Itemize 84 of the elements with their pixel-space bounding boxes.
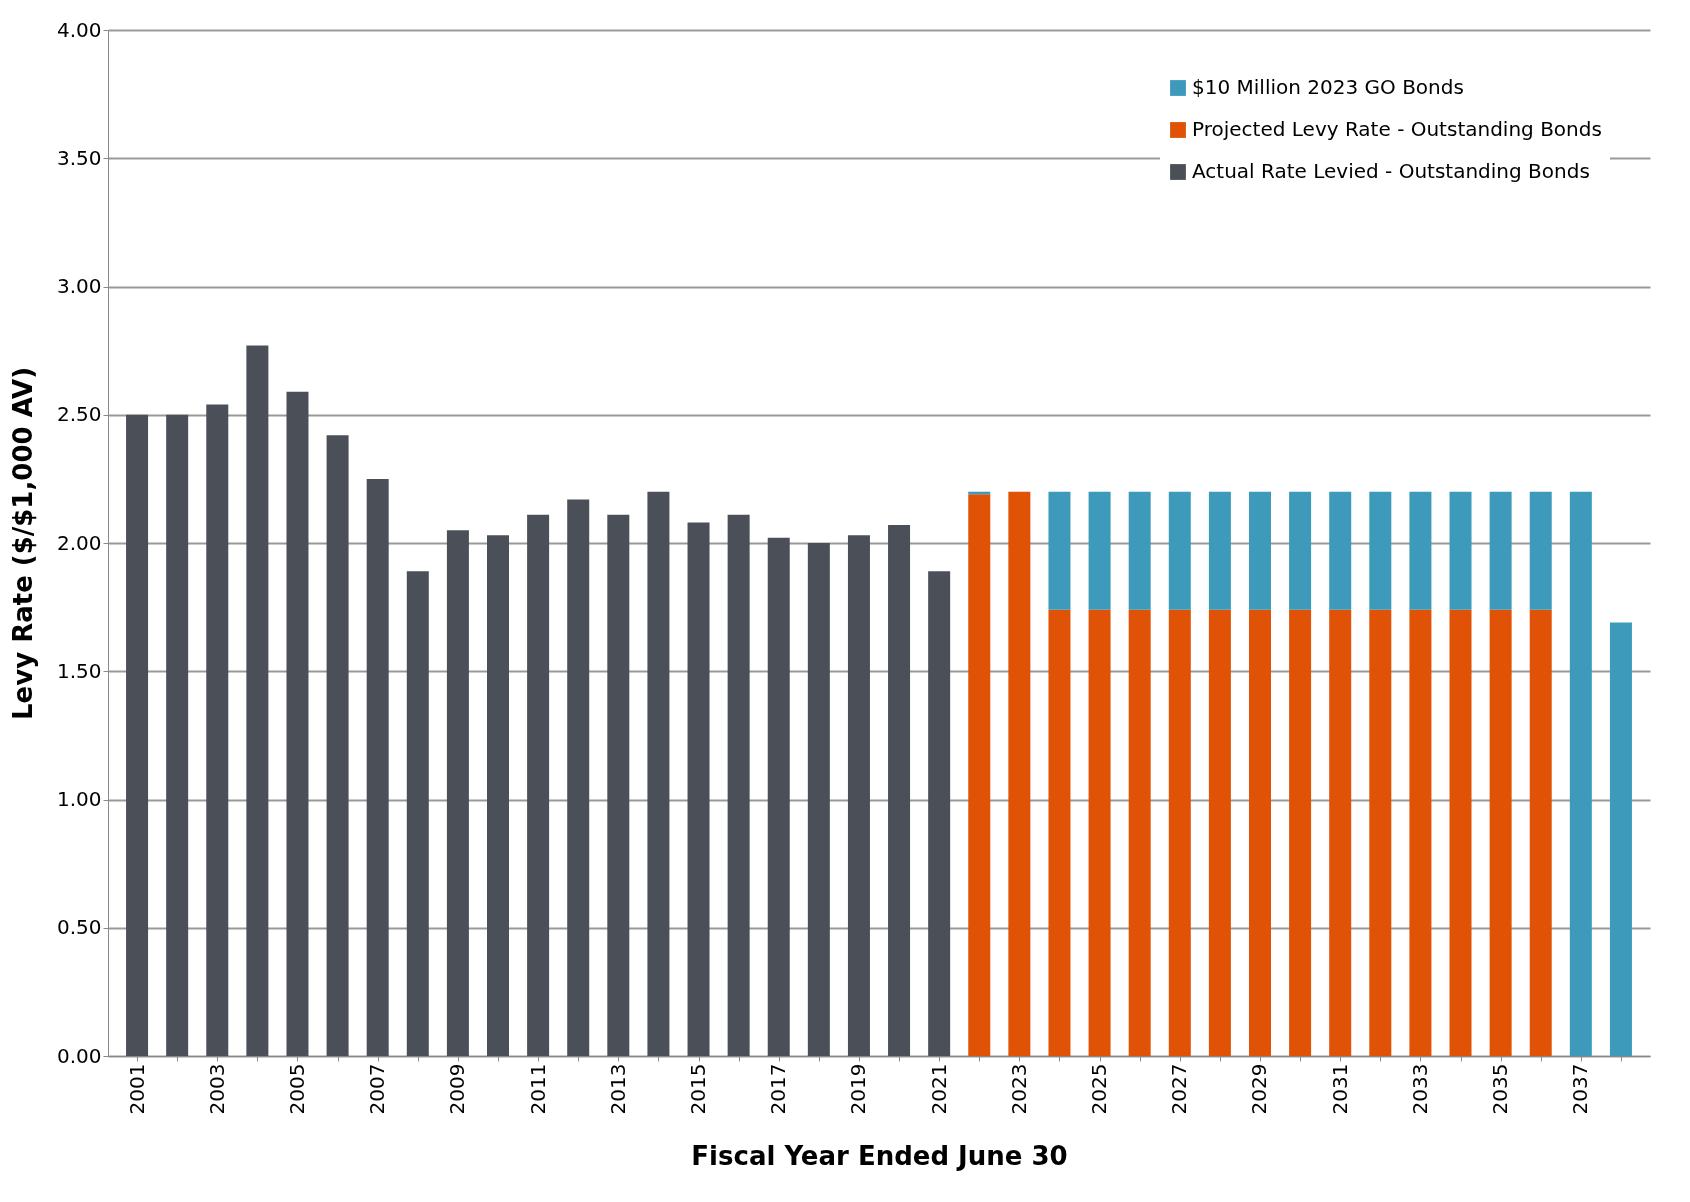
bar: [326, 435, 349, 1056]
x-axis-title: Fiscal Year Ended June 30: [691, 1141, 1068, 1172]
bar: [1529, 609, 1552, 1056]
x-tick-label: 2021: [926, 1063, 951, 1115]
bar: [1128, 491, 1151, 610]
y-tick-label: 2.50: [56, 402, 102, 427]
bar: [1088, 609, 1111, 1056]
x-tick-label: 2003: [204, 1063, 229, 1115]
y-tick-label: 1.00: [56, 787, 102, 811]
bar: [1529, 491, 1552, 610]
bar: [1128, 609, 1151, 1056]
x-tick-label: 2037: [1568, 1063, 1593, 1115]
bar: [206, 404, 229, 1056]
bar: [446, 530, 469, 1056]
x-tick-label: 2027: [1167, 1063, 1192, 1115]
bar: [1289, 609, 1312, 1056]
x-tick-label: 2015: [686, 1063, 711, 1115]
bar: [487, 535, 510, 1056]
bar: [647, 491, 670, 1056]
x-tick-label: 2023: [1006, 1063, 1031, 1115]
bar: [527, 514, 550, 1056]
y-tick-label: 1.50: [56, 658, 102, 683]
bar: [1569, 491, 1592, 1056]
bar: [1248, 491, 1271, 610]
bar: [1329, 609, 1352, 1056]
bar: [286, 391, 309, 1056]
bar: [1409, 609, 1432, 1056]
bar: [1289, 491, 1312, 610]
legend-label: Projected Levy Rate - Outstanding Bonds: [1192, 117, 1602, 141]
bar: [1008, 491, 1031, 1056]
bar: [1489, 491, 1512, 610]
bar: [1168, 609, 1191, 1056]
bar: [1489, 609, 1512, 1056]
bar: [847, 535, 870, 1056]
bar: [1449, 609, 1472, 1056]
y-tick-label: 4.00: [56, 17, 102, 42]
y-tick-label: 2.00: [56, 530, 102, 555]
legend-label: Actual Rate Levied - Outstanding Bonds: [1192, 159, 1590, 183]
x-tick-label: 2035: [1488, 1063, 1513, 1115]
x-tick-label: 2033: [1407, 1063, 1432, 1115]
bar: [968, 494, 991, 1056]
x-tick-label: 2005: [284, 1063, 309, 1115]
bar: [246, 345, 269, 1056]
bar: [1168, 491, 1191, 610]
bar: [767, 537, 790, 1056]
x-tick-label: 2017: [766, 1063, 791, 1115]
x-tick-label: 2029: [1247, 1063, 1272, 1115]
bar: [888, 525, 911, 1056]
bar: [126, 414, 149, 1056]
bar: [1329, 491, 1352, 610]
bar: [1048, 609, 1071, 1056]
bar: [1208, 609, 1231, 1056]
bar: [1609, 622, 1632, 1056]
bar: [1369, 609, 1392, 1056]
bar: [567, 499, 590, 1056]
x-tick-label: 2011: [525, 1063, 550, 1115]
bar: [807, 543, 830, 1056]
x-tick-label: 2013: [605, 1063, 630, 1115]
bar: [928, 571, 951, 1056]
x-tick-label: 2009: [445, 1063, 470, 1115]
legend-label: $10 Million 2023 GO Bonds: [1192, 75, 1464, 99]
bar: [1048, 491, 1071, 610]
bar: [166, 414, 189, 1056]
bar: [607, 514, 630, 1056]
bar: [687, 522, 710, 1056]
bar: [366, 478, 389, 1056]
bar: [1449, 491, 1472, 610]
bar: [1088, 491, 1111, 610]
bar: [1369, 491, 1392, 610]
x-tick-label: 2007: [365, 1063, 390, 1115]
bar: [1248, 609, 1271, 1056]
y-tick-label: 3.00: [56, 274, 102, 298]
x-tick-label: 2025: [1087, 1063, 1112, 1115]
x-tick-label: 2001: [124, 1063, 149, 1115]
y-tick-label: 0.00: [56, 1043, 102, 1068]
bar: [1208, 491, 1231, 610]
bar: [406, 571, 429, 1056]
x-tick-label: 2019: [846, 1063, 871, 1115]
y-axis-title: Levy Rate ($/$1,000 AV): [7, 366, 38, 721]
y-tick-label: 0.50: [56, 915, 102, 940]
bar: [1409, 491, 1432, 610]
y-tick-label: 3.50: [56, 145, 102, 170]
bar: [727, 514, 750, 1056]
x-tick-label: 2031: [1327, 1063, 1352, 1115]
